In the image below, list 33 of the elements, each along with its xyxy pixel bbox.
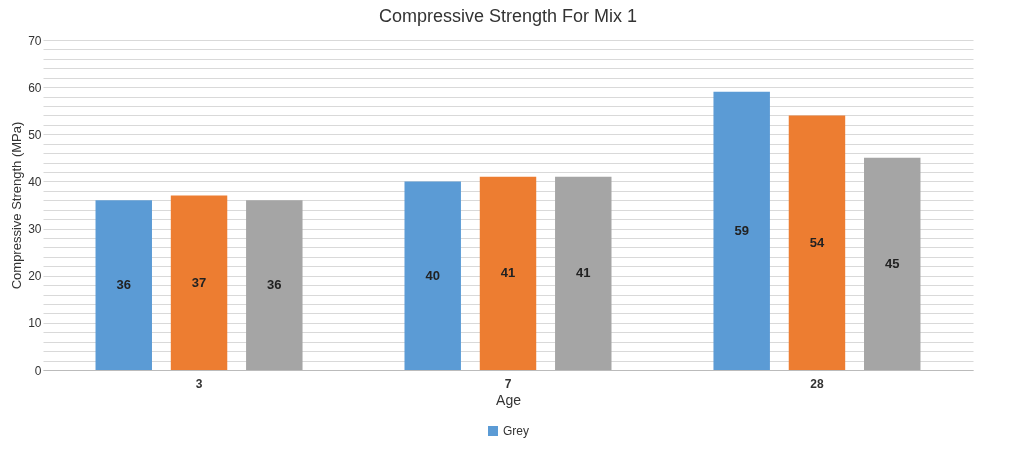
data-label: 36 xyxy=(116,277,131,293)
y-tick-label: 60 xyxy=(28,80,42,95)
x-axis-title: Age xyxy=(496,391,522,408)
y-tick-label: 30 xyxy=(28,222,42,237)
data-label: 59 xyxy=(734,222,749,238)
data-label: 40 xyxy=(425,267,440,283)
bar xyxy=(713,91,770,370)
data-label: 54 xyxy=(809,234,825,250)
y-axis-title: Compressive Strength (MPa) xyxy=(9,121,25,290)
y-tick-label: 40 xyxy=(28,174,42,189)
bar xyxy=(479,176,537,370)
x-tick-label: 7 xyxy=(504,376,512,391)
bar xyxy=(404,181,461,370)
bar xyxy=(246,200,303,370)
bar xyxy=(95,200,152,370)
bar xyxy=(170,195,228,370)
chart-title: Compressive Strength For Mix 1 xyxy=(378,6,638,26)
bar xyxy=(864,157,921,370)
data-label: 36 xyxy=(267,277,282,293)
y-tick-label: 70 xyxy=(28,33,42,48)
data-label: 41 xyxy=(576,265,591,281)
y-tick-label: 10 xyxy=(28,316,42,331)
data-label: 45 xyxy=(885,255,900,271)
bar xyxy=(788,115,846,370)
y-tick-label: 50 xyxy=(28,127,42,142)
bar xyxy=(555,176,612,370)
x-tick-label: 3 xyxy=(195,376,203,391)
y-tick-label: 20 xyxy=(28,269,42,284)
legend-label: Grey xyxy=(503,424,530,438)
data-label: 37 xyxy=(191,274,207,290)
x-tick-label: 28 xyxy=(810,376,824,391)
y-tick-label: 0 xyxy=(34,363,42,378)
data-label: 41 xyxy=(500,265,516,281)
